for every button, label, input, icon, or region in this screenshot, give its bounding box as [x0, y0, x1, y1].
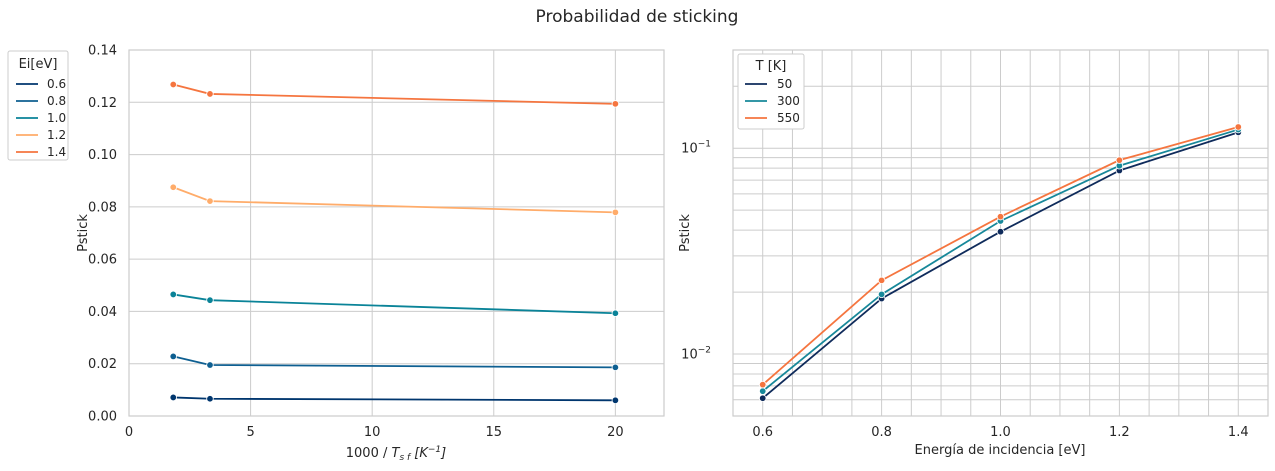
right-data-point [759, 387, 767, 395]
right-x-tick-label: 0.6 [752, 425, 773, 440]
right-x-tick-label: 1.2 [1109, 425, 1130, 440]
right-legend-title: T [K] [755, 59, 787, 74]
left-data-point [611, 309, 620, 317]
left-tick-labels: 0 5 10 15 20 0.00 0.02 0.04 0.06 0.08 0.10 0.12 0.14 [88, 44, 624, 441]
left-y-tick-label: 0.00 [88, 410, 117, 425]
left-y-tick-label: 0.02 [88, 357, 117, 372]
left-data-point [206, 361, 214, 369]
left-data-point [611, 396, 620, 405]
right-legend-entry: 50 [777, 77, 792, 91]
right-data-point [877, 290, 886, 299]
left-data-point [169, 80, 177, 89]
left-data-point [206, 296, 214, 304]
left-legend-box [7, 50, 69, 161]
left-data-point [206, 90, 214, 98]
left-y-tick-label: 0.14 [88, 44, 117, 59]
left-axes-frame [128, 49, 665, 417]
left-series-lines [172, 83, 616, 402]
left-legend-entry: 0.6 [47, 77, 66, 91]
right-legend-entry: 300 [777, 94, 800, 108]
left-legend-entry: 1.4 [47, 145, 66, 159]
left-data-point [169, 183, 177, 191]
left-series-line-1.0 [173, 293, 616, 315]
right-y-axis-label: Pstick [678, 214, 693, 252]
left-series-line-1.2 [172, 186, 616, 214]
right-x-tick-label: 1.4 [1228, 425, 1249, 440]
right-tick-labels: 0.6 0.8 1.0 1.2 1.4 10−2 10−1 [681, 140, 1248, 440]
left-data-point [206, 197, 214, 205]
right-data-point [759, 380, 767, 389]
left-legend-entry: 0.8 [47, 94, 66, 108]
right-gridlines [733, 50, 1268, 416]
left-series-line-0.8 [173, 355, 616, 369]
right-legend-entry: 550 [777, 111, 800, 125]
left-series-line-0.6 [173, 396, 616, 402]
left-data-point [206, 395, 214, 403]
right-x-tick-label: 1.0 [990, 425, 1011, 440]
left-data-point [169, 393, 177, 402]
right-axes-frame [732, 49, 1269, 417]
left-x-tick-label: 15 [485, 425, 502, 440]
left-gridlines [128, 49, 664, 417]
left-y-tick-label: 0.12 [88, 96, 117, 111]
left-series-markers [169, 80, 620, 405]
right-y-tick-label: 10−2 [681, 346, 711, 363]
left-y-tick-label: 0.10 [88, 148, 117, 163]
figure-title: Probabilidad de sticking [536, 7, 739, 27]
left-legend-entry: 1.0 [47, 111, 66, 125]
left-x-tick-label: 10 [364, 425, 381, 440]
left-legend-entry: 1.2 [47, 128, 66, 142]
right-x-tick-label: 0.8 [871, 425, 892, 440]
right-data-point [759, 394, 767, 402]
left-y-tick-label: 0.06 [88, 253, 117, 268]
left-x-tick-label: 0 [125, 425, 133, 440]
left-y-tick-label: 0.04 [88, 305, 117, 320]
left-data-point [611, 363, 620, 372]
right-x-axis-label: Energía de incidencia [eV] [915, 443, 1086, 458]
right-data-point [996, 227, 1005, 236]
right-data-point [1115, 156, 1124, 164]
left-series-line-1.4 [173, 83, 616, 105]
left-legend: Ei[eV] 0.6 0.8 1.0 1.2 1.4 [7, 50, 69, 161]
right-y-tick-label: 10−1 [681, 140, 711, 157]
left-y-tick-label: 0.08 [88, 200, 117, 215]
left-y-axis-label: Pstick [76, 214, 91, 252]
left-data-point [611, 208, 620, 217]
right-legend-box [737, 53, 805, 130]
left-data-point [169, 290, 177, 299]
right-data-point [996, 212, 1005, 221]
right-chart: 0.6 0.8 1.0 1.2 1.4 10−2 10−1 Energía de incid… [678, 49, 1269, 458]
right-data-point [877, 276, 886, 285]
left-x-axis-label: 1000 / Ts f [K−1] [346, 445, 447, 463]
left-data-point [169, 352, 177, 361]
right-legend: T [K] 50 300 550 [737, 53, 805, 130]
left-data-point [611, 100, 620, 108]
right-series-markers [759, 123, 1242, 402]
left-x-tick-label: 5 [246, 425, 254, 440]
left-legend-title: Ei[eV] [19, 57, 58, 72]
right-data-point [1234, 123, 1242, 131]
left-chart: 0 5 10 15 20 0.00 0.02 0.04 0.06 0.08 0.10 0.12 0.14… [7, 44, 665, 463]
left-x-tick-label: 20 [607, 425, 624, 440]
